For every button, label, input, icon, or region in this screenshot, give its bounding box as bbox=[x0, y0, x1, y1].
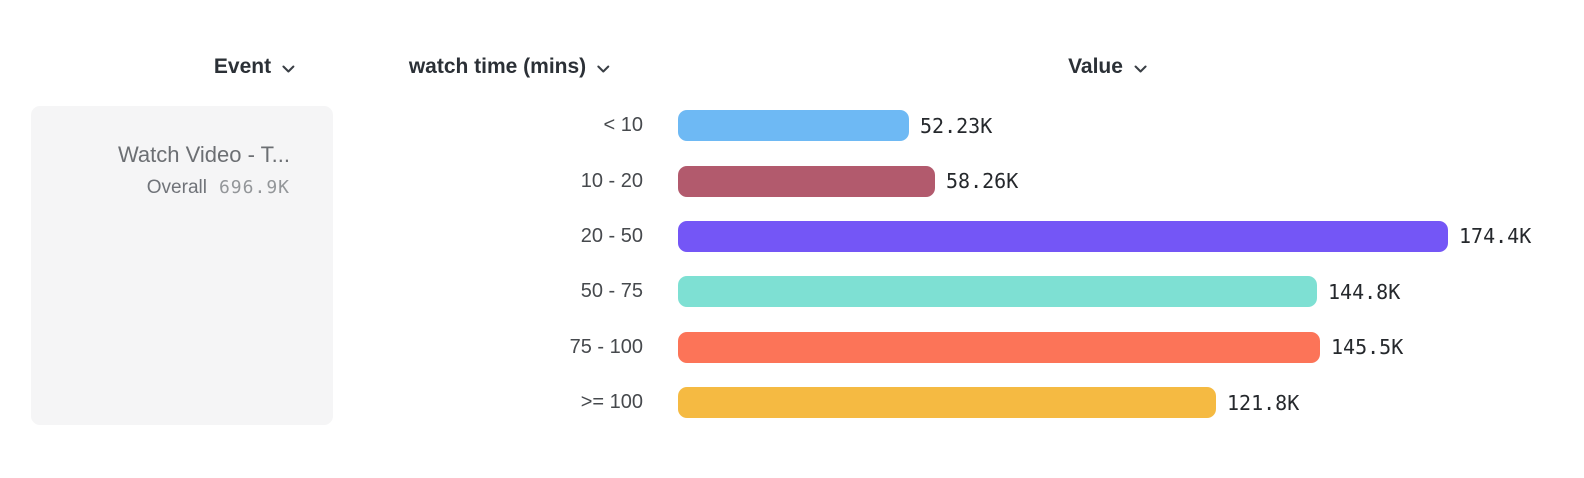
bar-75-100[interactable] bbox=[678, 331, 1320, 363]
event-metric-label: Overall bbox=[146, 177, 207, 198]
column-header-event-label: Event bbox=[213, 55, 272, 78]
chevron-down-icon bbox=[1133, 64, 1148, 74]
bar-20-50[interactable] bbox=[678, 220, 1448, 252]
column-header-watch-time-label: watch time (mins) bbox=[408, 55, 587, 78]
event-card[interactable]: Watch Video - T... Overall 696.9K bbox=[31, 106, 333, 425]
bar-row: 20 - 50 174.4K bbox=[0, 209, 1584, 264]
category-label: 75 - 100 bbox=[569, 335, 643, 358]
column-header-value[interactable]: Value bbox=[1068, 53, 1148, 81]
column-header-event[interactable]: Event bbox=[214, 53, 296, 81]
event-metric: Overall 696.9K bbox=[51, 177, 290, 199]
bar-lt-10[interactable] bbox=[678, 110, 909, 142]
value-label: 174.4K bbox=[1459, 224, 1532, 249]
value-label: 121.8K bbox=[1227, 390, 1300, 415]
column-header-value-label: Value bbox=[1068, 55, 1123, 78]
bar-50-75[interactable] bbox=[678, 276, 1317, 308]
bar-chart: < 10 52.23K 10 - 20 58.26K 20 - 50 174.4… bbox=[0, 98, 1584, 430]
value-label: 144.8K bbox=[1328, 279, 1401, 304]
category-label: >= 100 bbox=[580, 391, 643, 414]
bar-row: 50 - 75 144.8K bbox=[0, 264, 1584, 319]
value-label: 52.23K bbox=[920, 113, 993, 138]
chevron-down-icon bbox=[596, 64, 611, 74]
event-title: Watch Video - T... bbox=[117, 142, 290, 167]
bar-row: >= 100 121.8K bbox=[0, 375, 1584, 430]
bar-row: < 10 52.23K bbox=[0, 98, 1584, 153]
chevron-down-icon bbox=[281, 64, 296, 74]
category-label: < 10 bbox=[603, 114, 643, 137]
bar-gte-100[interactable] bbox=[678, 387, 1216, 419]
bar-row: 75 - 100 145.5K bbox=[0, 320, 1584, 375]
bar-10-20[interactable] bbox=[678, 165, 935, 197]
value-label: 58.26K bbox=[946, 169, 1019, 194]
category-label: 20 - 50 bbox=[580, 224, 643, 247]
category-label: 50 - 75 bbox=[580, 280, 643, 303]
category-label: 10 - 20 bbox=[580, 169, 643, 192]
bar-row: 10 - 20 58.26K bbox=[0, 153, 1584, 208]
value-label: 145.5K bbox=[1331, 335, 1404, 360]
event-metric-value: 696.9K bbox=[218, 177, 290, 198]
column-header-watch-time[interactable]: watch time (mins) bbox=[409, 53, 611, 81]
